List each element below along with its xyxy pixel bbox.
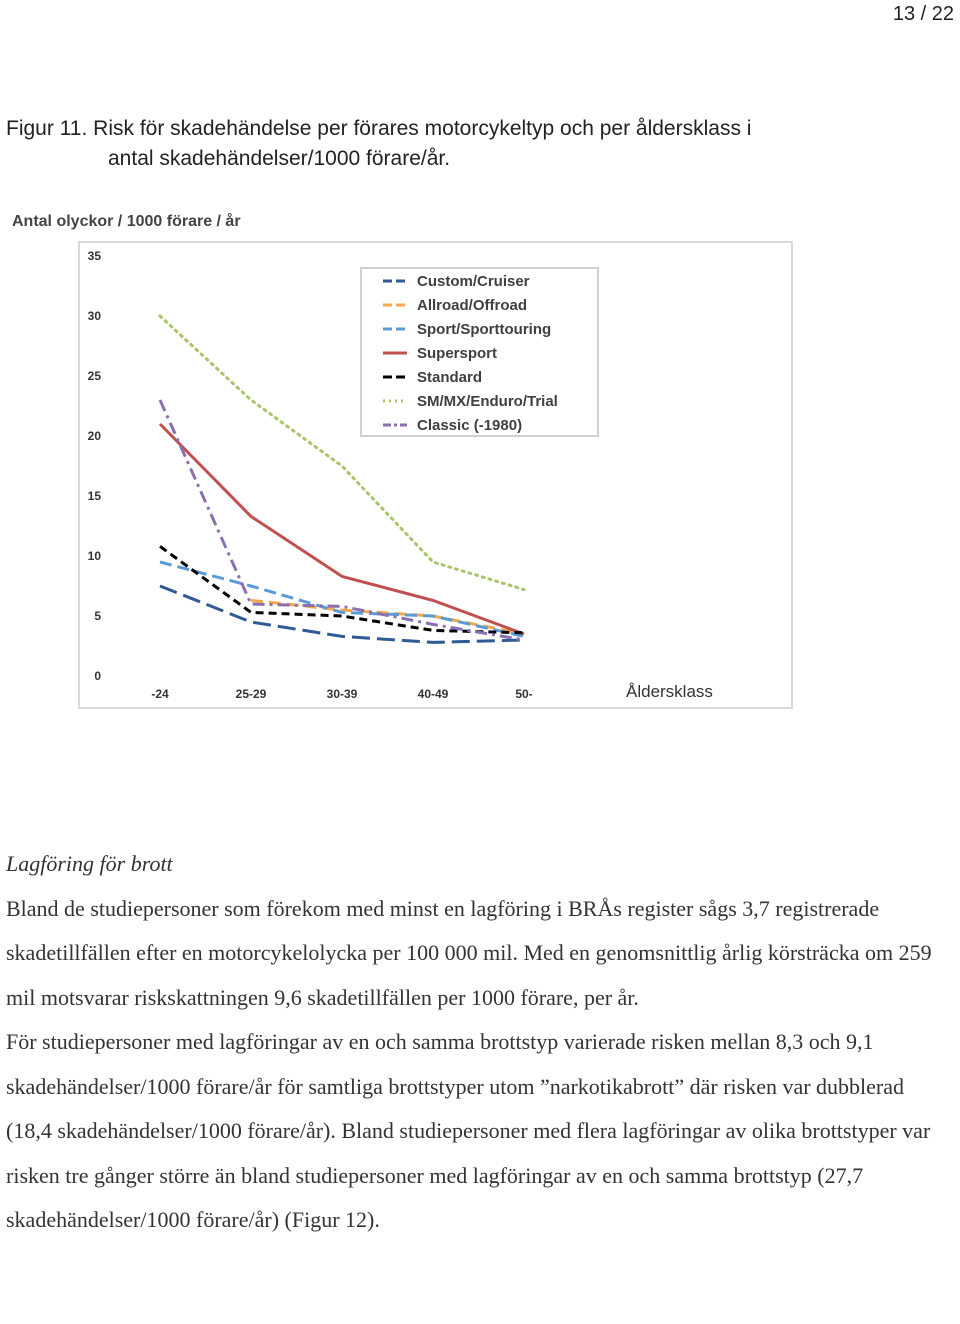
legend-label: Allroad/Offroad <box>417 297 527 314</box>
body-text: Lagföring för brott Bland de studieperso… <box>6 842 946 1243</box>
y-tick-label: 5 <box>94 609 101 623</box>
series-line <box>158 422 525 636</box>
section-heading: Lagföring för brott <box>6 851 173 876</box>
y-tick-label: 35 <box>88 249 102 263</box>
y-tick-labels: 0 5 10 15 20 25 30 35 <box>88 249 102 683</box>
paragraph-1: Bland de studiepersoner som förekom med … <box>6 895 932 1010</box>
y-tick-label: 15 <box>88 489 102 503</box>
series-line <box>158 314 526 592</box>
legend-label: SM/MX/Enduro/Trial <box>417 393 558 410</box>
series-line <box>159 584 525 644</box>
x-tick-label: 40-49 <box>418 687 449 701</box>
caption-line-1: Figur 11. Risk för skadehändelse per för… <box>6 117 752 140</box>
line-chart: Antal olyckor / 1000 förare / år 0 5 10 15 2… <box>12 212 793 709</box>
legend-label: Standard <box>417 369 482 386</box>
series-line <box>159 560 525 638</box>
y-tick-label: 0 <box>94 669 101 683</box>
legend-label: Classic (-1980) <box>417 417 522 434</box>
x-tick-label: 25-29 <box>236 687 267 701</box>
paragraph-2: För studiepersoner med lagföringar av en… <box>6 1029 931 1232</box>
x-axis-label: Åldersklass <box>626 682 713 701</box>
x-tick-label: 50- <box>515 687 532 701</box>
y-tick-label: 30 <box>88 309 102 323</box>
y-axis-label: Antal olyckor / 1000 förare / år <box>12 212 241 230</box>
chart-container: Antal olyckor / 1000 förare / år 0 5 10 15 2… <box>0 200 800 720</box>
x-tick-label: 30-39 <box>327 687 358 701</box>
legend-label: Custom/Cruiser <box>417 273 530 290</box>
figure-caption: Figur 11. Risk för skadehändelse per för… <box>6 114 906 174</box>
legend: Custom/Cruiser Allroad/Offroad Sport/Sport… <box>360 267 599 437</box>
y-tick-label: 20 <box>88 429 102 443</box>
legend-label: Supersport <box>417 345 497 362</box>
x-tick-labels: -24 25-29 30-39 40-49 50- <box>151 687 532 701</box>
y-tick-label: 10 <box>88 549 102 563</box>
series-lines <box>158 314 526 644</box>
page-number: 13 / 22 <box>892 3 954 25</box>
x-tick-label: -24 <box>151 687 169 701</box>
y-tick-label: 25 <box>88 369 102 383</box>
series-line <box>159 545 525 635</box>
caption-line-2: antal skadehändelser/1000 förare/år. <box>108 147 451 170</box>
legend-label: Sport/Sporttouring <box>417 321 551 338</box>
